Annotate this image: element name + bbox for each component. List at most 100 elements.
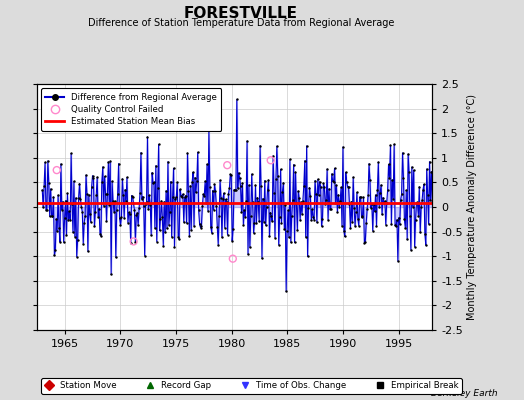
Point: [383, 200, 391, 206]
Point: [214, 241, 222, 248]
Point: [334, 192, 343, 198]
Text: Difference of Station Temperature Data from Regional Average: Difference of Station Temperature Data f…: [88, 18, 394, 28]
Point: [392, 217, 401, 223]
Point: [173, 179, 181, 186]
Point: [409, 167, 418, 173]
Point: [230, 186, 238, 193]
Point: [326, 206, 335, 213]
Point: [422, 166, 431, 172]
Point: [169, 165, 178, 172]
Point: [42, 207, 50, 213]
Point: [193, 149, 202, 156]
Point: [55, 225, 63, 231]
Point: [228, 238, 236, 244]
Point: [376, 190, 385, 196]
Point: [416, 229, 424, 236]
Point: [235, 174, 244, 181]
Point: [70, 178, 78, 184]
Point: [161, 229, 169, 236]
Point: [421, 231, 429, 237]
Point: [419, 186, 427, 193]
Point: [138, 196, 146, 202]
Point: [101, 191, 110, 197]
Point: [159, 242, 168, 249]
Point: [349, 174, 357, 180]
Point: [336, 198, 344, 204]
Point: [238, 180, 247, 186]
Point: [405, 168, 413, 175]
Point: [194, 207, 203, 214]
Point: [333, 209, 342, 215]
Point: [134, 222, 143, 228]
Point: [210, 181, 219, 188]
Point: [101, 173, 109, 180]
Point: [211, 188, 220, 194]
Point: [332, 182, 341, 188]
Point: [114, 160, 123, 167]
Point: [126, 211, 134, 218]
Point: [348, 219, 356, 225]
Point: [203, 161, 211, 168]
Point: [388, 177, 397, 183]
Point: [264, 177, 272, 183]
Point: [118, 176, 126, 182]
Point: [167, 178, 175, 185]
Point: [401, 225, 409, 231]
Point: [217, 195, 225, 201]
Point: [299, 197, 307, 204]
Point: [354, 216, 362, 222]
Point: [67, 150, 75, 157]
Point: [391, 222, 399, 229]
Point: [397, 191, 406, 198]
Point: [318, 223, 326, 229]
Point: [291, 169, 300, 175]
Point: [223, 231, 232, 238]
Point: [245, 182, 253, 188]
Point: [204, 208, 212, 214]
Point: [150, 179, 158, 185]
Point: [243, 138, 251, 144]
Point: [111, 198, 119, 204]
Point: [68, 201, 76, 207]
Point: [123, 174, 131, 180]
Point: [179, 191, 187, 198]
Point: [355, 194, 364, 200]
Point: [62, 232, 71, 238]
Point: [103, 191, 112, 197]
Point: [210, 206, 218, 213]
Point: [305, 184, 313, 191]
Point: [58, 206, 66, 213]
Point: [282, 288, 290, 294]
Point: [215, 212, 223, 219]
Point: [341, 233, 349, 240]
Point: [330, 178, 338, 185]
Point: [188, 179, 196, 186]
Point: [78, 208, 86, 215]
Point: [113, 206, 121, 213]
Point: [263, 204, 271, 210]
Point: [76, 196, 84, 202]
Point: [403, 236, 411, 242]
Point: [342, 169, 350, 176]
Point: [206, 224, 215, 230]
Point: [289, 161, 298, 168]
Point: [45, 180, 53, 186]
Point: [106, 158, 114, 164]
Point: [65, 208, 73, 215]
Point: [77, 204, 85, 210]
Point: [352, 209, 360, 216]
Point: [69, 229, 77, 236]
Point: [406, 213, 414, 220]
Point: [417, 204, 425, 211]
Point: [99, 164, 107, 170]
Point: [408, 164, 416, 170]
Point: [136, 190, 144, 196]
Point: [122, 198, 130, 204]
Point: [39, 204, 47, 210]
Point: [276, 214, 284, 220]
Point: [242, 198, 250, 204]
Point: [369, 201, 378, 207]
Point: [130, 207, 139, 213]
Point: [407, 247, 415, 253]
Point: [241, 214, 249, 220]
